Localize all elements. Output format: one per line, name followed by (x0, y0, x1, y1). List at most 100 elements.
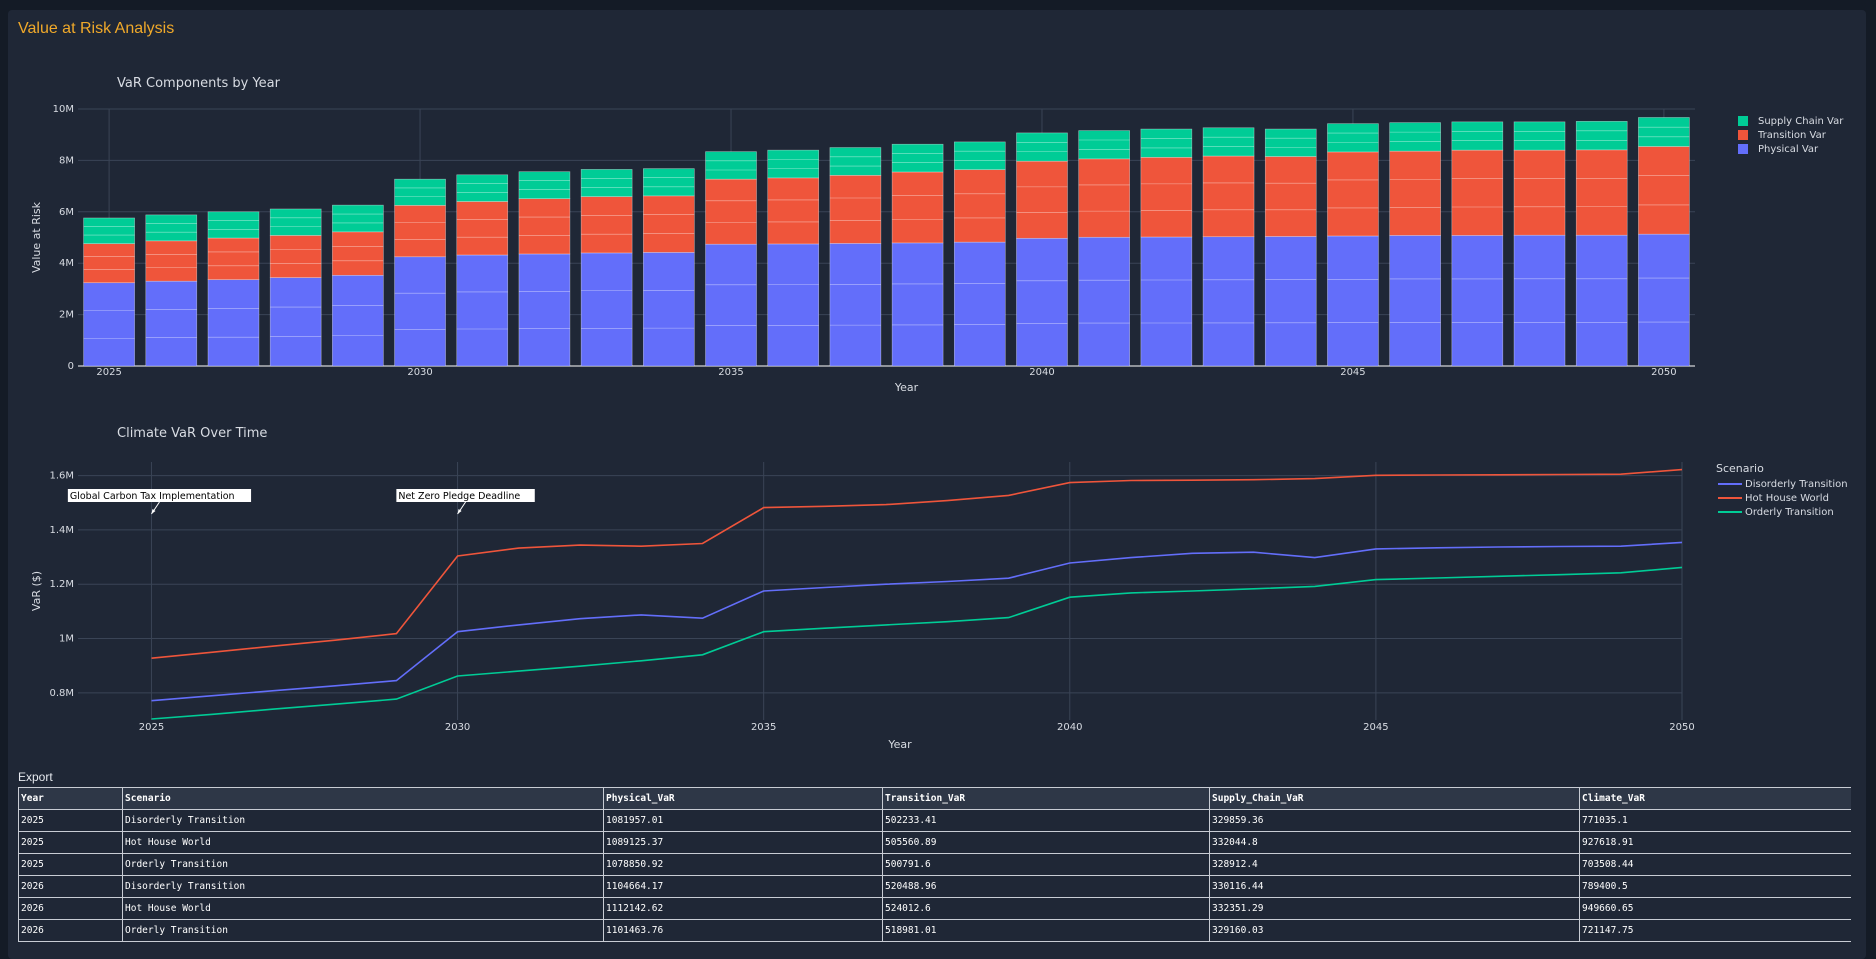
y-tick-label: 8M (59, 155, 74, 166)
bar-segment (891, 171, 944, 244)
table-cell: 1089125.37 (603, 831, 883, 854)
bar-segment (332, 274, 384, 367)
bar-segment (1078, 236, 1130, 367)
bar-segment (1016, 160, 1068, 239)
x-tick-label: 2040 (1057, 722, 1082, 733)
app-title: Value at Risk Analysis (18, 20, 175, 37)
bar-segment (829, 147, 882, 176)
bar-segment (1327, 151, 1379, 237)
table-cell: 789400.5 (1579, 875, 1851, 898)
climate-var-chart[interactable]: Climate VaR Over Time 0.8M 1M 1.2M 1.4M 1.6M 2… (0, 420, 1876, 750)
table-cell: Disorderly Transition (122, 809, 604, 832)
table-cell: 332044.8 (1209, 831, 1580, 854)
y-tick-label: 4M (59, 258, 74, 269)
table-cell: 500791.6 (882, 853, 1210, 876)
annotation-arrowhead (457, 509, 462, 514)
x-tick-label: 2050 (1651, 367, 1676, 378)
bar-segment (1202, 127, 1255, 157)
annotation-arrowhead (151, 509, 156, 514)
table-cell: 703508.44 (1579, 853, 1851, 876)
legend-label: Orderly Transition (1745, 507, 1834, 518)
bar-segment (643, 195, 695, 253)
table-cell: 332351.29 (1209, 897, 1580, 920)
column-header[interactable]: Supply_Chain_VaR (1209, 787, 1580, 810)
bar-segment (705, 151, 757, 180)
table-row: 2025 Orderly Transition 1078850.92 500791.6… (18, 853, 1851, 876)
column-header[interactable]: Transition_VaR (882, 787, 1210, 810)
table-cell: 1104664.17 (603, 875, 883, 898)
bar-segment (1202, 155, 1255, 238)
bar-segment (580, 196, 633, 254)
table-cell: 2025 (18, 831, 123, 854)
y-tick-label: 1.6M (49, 471, 74, 482)
y-tick-label: 1.4M (49, 525, 74, 536)
x-tick-label: 2035 (718, 367, 743, 378)
bar-segment (953, 241, 1006, 367)
bar-segment (1078, 158, 1130, 238)
bar-segment (1389, 122, 1441, 152)
table-cell: Disorderly Transition (122, 875, 604, 898)
bar-segment (1451, 235, 1504, 367)
export-table: Year Scenario Physical_VaR Transition_VaR Su… (18, 787, 1851, 942)
bar-segment (1078, 130, 1130, 160)
column-header[interactable]: Scenario (122, 787, 604, 810)
y-tick-label: 1.2M (49, 579, 74, 590)
y-tick-label: 10M (53, 104, 74, 115)
x-tick-label: 2045 (1340, 367, 1365, 378)
y-axis-label: VaR ($) (30, 571, 43, 611)
y-axis-label: Value at Risk (30, 201, 43, 273)
x-tick-label: 2030 (445, 722, 470, 733)
table-cell: 771035.1 (1579, 809, 1851, 832)
bar-segment (1327, 235, 1379, 367)
bar-segment (1140, 157, 1193, 238)
table-cell: 524012.6 (882, 897, 1210, 920)
annotation-box (396, 489, 535, 502)
table-cell: 2026 (18, 919, 123, 942)
export-label[interactable]: Export (18, 770, 53, 784)
bar-segment (1451, 121, 1504, 151)
annotation-box (67, 489, 252, 502)
series-line (151, 566, 1683, 720)
bar-segment (705, 178, 757, 245)
bar-segment (145, 240, 198, 282)
y-tick-label: 1M (59, 634, 74, 645)
bar-segment (518, 198, 571, 255)
column-header[interactable]: Climate_VaR (1579, 787, 1851, 810)
bar-segment (767, 177, 820, 245)
table-cell: Orderly Transition (122, 919, 604, 942)
table-cell: 520488.96 (882, 875, 1210, 898)
table-cell: 2025 (18, 809, 123, 832)
table-cell: 927618.91 (1579, 831, 1851, 854)
bar-segment (1451, 149, 1504, 236)
table-row: 2026 Hot House World 1112142.62 524012.6 332… (18, 897, 1851, 920)
x-tick-label: 2030 (407, 367, 432, 378)
bar-segment (394, 178, 446, 206)
bar-segment (1016, 237, 1068, 367)
bar-segment (207, 237, 260, 280)
x-tick-label: 2050 (1669, 722, 1694, 733)
table-cell: Orderly Transition (122, 853, 604, 876)
table-cell: 2026 (18, 875, 123, 898)
bar-segment (1389, 150, 1441, 236)
bar-segment (953, 141, 1006, 170)
bar-segment (891, 242, 944, 367)
var-components-chart[interactable]: VaR Components by Year 0 2M 4M 6M 8M 10M 2025 20… (0, 60, 1876, 480)
y-tick-label: 2M (59, 310, 74, 321)
bar-segment (207, 279, 260, 367)
bar-segment (1264, 128, 1317, 157)
bar-segment (643, 168, 695, 197)
table-cell: Hot House World (122, 831, 604, 854)
column-header[interactable]: Physical_VaR (603, 787, 883, 810)
bar-segment (829, 243, 882, 367)
bar-segment (643, 252, 695, 367)
legend-swatch (1738, 116, 1748, 126)
bar-segment (580, 169, 633, 197)
legend-label: Hot House World (1745, 493, 1829, 504)
bar-segment (767, 243, 820, 367)
bar-segment (518, 253, 571, 367)
y-tick-label: 0 (68, 361, 74, 372)
bar-segment (1264, 236, 1317, 367)
column-header[interactable]: Year (18, 787, 123, 810)
bar-segment (1327, 123, 1379, 153)
table-cell: 502233.41 (882, 809, 1210, 832)
